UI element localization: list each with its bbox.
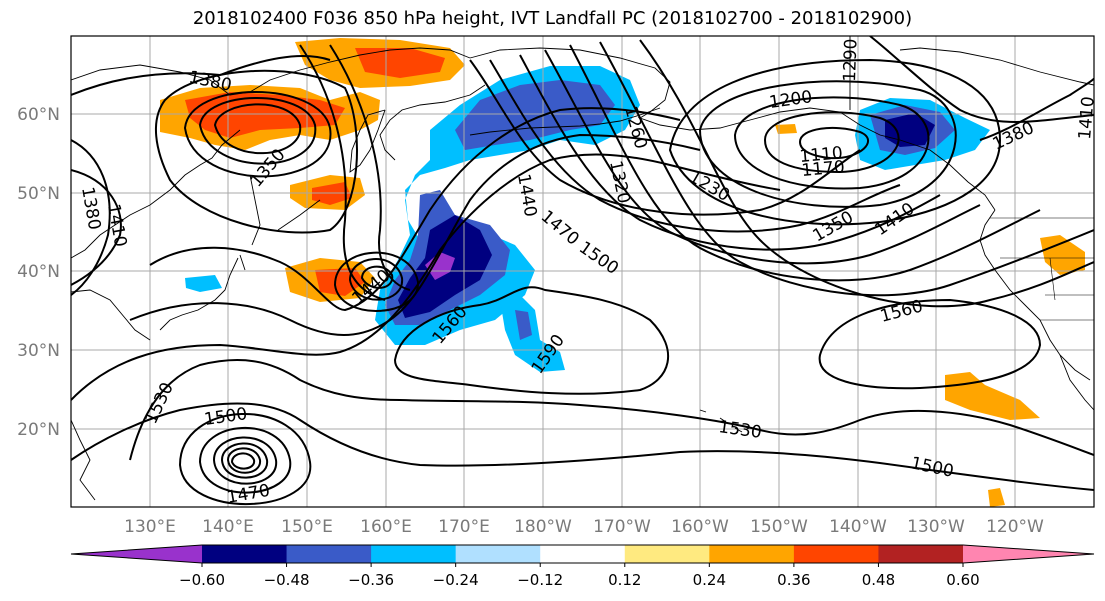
height-contours	[71, 36, 1094, 505]
colorbar-segment	[455, 545, 541, 563]
colorbar-extend-low	[71, 545, 202, 563]
lat-label: 20°N	[17, 420, 60, 440]
coast-sakhalin	[249, 174, 321, 246]
colorbar-segment	[371, 545, 457, 563]
colorbar-segment	[202, 545, 288, 563]
coast-korea-china	[71, 289, 151, 501]
contour-label: 1290	[840, 38, 861, 82]
colorbar-segment	[793, 545, 879, 563]
contour-label: 1170	[801, 157, 846, 181]
positive-anomaly-east-2	[1040, 235, 1085, 275]
coastlines	[71, 36, 1094, 501]
lat-axis: 60°N 50°N 40°N 30°N 20°N	[17, 105, 60, 440]
coast-baja	[1059, 354, 1094, 411]
coast-japan	[159, 254, 246, 331]
contour-label: 1110	[799, 143, 844, 167]
colorbar-tick-label: −0.36	[348, 571, 394, 589]
coast-hawaii	[699, 409, 743, 433]
map-title: 2018102400 F036 850 hPa height, IVT Land…	[192, 8, 913, 29]
colorbar-tick-label: −0.12	[517, 571, 563, 589]
map-frame	[70, 35, 1095, 508]
colorbar-tick-label: 0.24	[693, 571, 726, 589]
colorbar-tick-label: −0.60	[179, 571, 225, 589]
colorbar-segment	[286, 545, 372, 563]
colorbar-segment	[878, 545, 964, 563]
negative-anomaly-plume-extreme	[425, 252, 455, 280]
colorbar-extend-high	[963, 545, 1094, 563]
colorbar-tick-label: 0.36	[777, 571, 810, 589]
lon-label: 150°E	[281, 517, 333, 537]
colorbar-tick-label: 0.12	[608, 571, 641, 589]
gridlines	[71, 36, 1094, 507]
colorbar-tick-label: 0.60	[946, 571, 979, 589]
positive-anomaly-east-3	[988, 488, 1005, 507]
coast-asia	[71, 47, 486, 259]
colorbar-tick-label: 0.48	[862, 571, 895, 589]
lon-label: 170°E	[438, 517, 490, 537]
colorbar-tick-label: −0.24	[433, 571, 479, 589]
lat-label: 50°N	[17, 184, 60, 204]
colorbar-segment	[540, 545, 626, 563]
map-panel: 1380 1350 1410 1380 1440 1470 1500 1560 …	[71, 36, 1099, 507]
lon-label: 150°W	[750, 517, 808, 537]
lon-label: 130°W	[907, 517, 965, 537]
lat-label: 30°N	[17, 341, 60, 361]
lon-axis: 130°E 140°E 150°E 160°E 170°E 180°W 170°…	[124, 517, 1044, 537]
coast-alaska	[469, 47, 996, 211]
lon-label: 140°W	[829, 517, 887, 537]
lon-label: 160°W	[671, 517, 729, 537]
positive-anomaly-bering-core	[355, 48, 445, 78]
contour-label: 1410	[1075, 96, 1099, 141]
positive-anomaly-east-4	[775, 124, 797, 134]
colorbar-segment	[624, 545, 710, 563]
lon-label: 170°W	[593, 517, 651, 537]
negative-anomaly-japan-small	[185, 275, 222, 292]
colorbar: −0.60 −0.48 −0.36 −0.24 −0.12 0.12 0.24 0.36 0.4…	[70, 544, 1095, 589]
lat-label: 40°N	[17, 262, 60, 282]
coast-aleutians	[469, 107, 661, 136]
colorbar-segment	[709, 545, 795, 563]
lon-label: 180°W	[514, 517, 572, 537]
lon-label: 130°E	[124, 517, 176, 537]
negative-anomaly-south-core	[515, 310, 532, 340]
colorbar-tick-label: −0.48	[264, 571, 310, 589]
lon-label: 160°E	[360, 517, 412, 537]
lat-label: 60°N	[17, 105, 60, 125]
lon-label: 120°W	[986, 517, 1044, 537]
lon-label: 140°E	[202, 517, 254, 537]
coast-us-west	[979, 209, 1091, 381]
